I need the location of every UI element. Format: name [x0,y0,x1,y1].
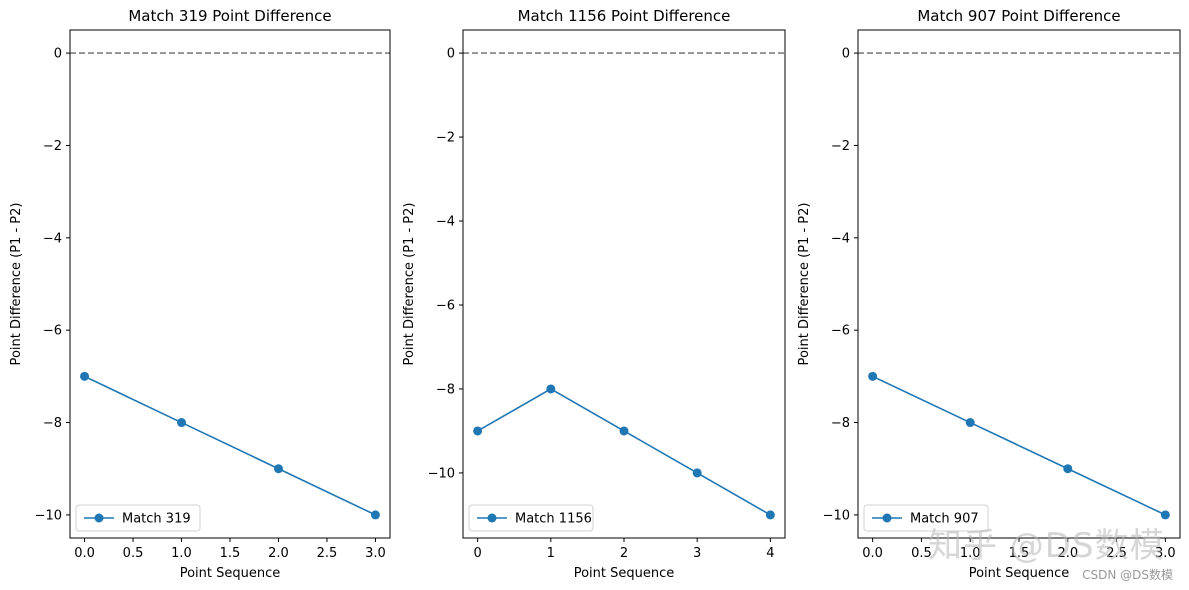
chart-panel-2: 0 −2 −4 −6 −8 −10 0 1 2 3 4 Match 1156 Point Differ… [402,7,786,581]
data-point [965,418,975,428]
y-axis-label: Point Difference (P1 - P2) [9,203,24,366]
x-tick-label: 0 [473,546,481,561]
data-point [619,426,629,436]
y-tick-label: −2 [43,139,62,154]
chart-title: Match 1156 Point Difference [518,7,731,25]
y-tick-label: −10 [428,466,455,481]
y-tick-label: −8 [43,416,62,431]
chart-title: Match 319 Point Difference [128,7,331,25]
y-tick-label: −2 [831,139,850,154]
chart-title: Match 907 Point Difference [917,7,1120,25]
legend-label: Match 319 [122,512,191,527]
x-tick-label: 3.0 [365,546,386,561]
y-tick-label: −4 [43,231,62,246]
x-tick-label: 0.5 [123,546,144,561]
chart-panel-1: 0 −2 −4 −6 −8 −10 0.0 0.5 1.0 1.5 2.0 2.5 3.0 Match 3… [9,7,391,581]
x-tick-label: 2.5 [317,546,338,561]
data-point [473,426,483,436]
legend-marker-swatch [94,513,104,523]
data-point [546,384,556,394]
data-point [370,510,380,520]
x-tick-label: 1.0 [171,546,192,561]
y-tick-label: −6 [43,324,62,339]
x-tick-label: 0.0 [862,546,883,561]
x-tick-label: 1.5 [220,546,241,561]
data-point [765,510,775,520]
y-tick-label: 0 [842,47,850,62]
legend-marker-swatch [882,513,892,523]
legend-label: Match 907 [910,512,979,527]
x-tick-label: 2.0 [268,546,289,561]
y-tick-label: −4 [831,231,850,246]
legend-label: Match 1156 [515,512,592,527]
chart-panel-3: 0 −2 −4 −6 −8 −10 0.0 0.5 1.0 1.5 2.0 2.5 3.0 Match 9… [797,7,1181,581]
y-tick-label: 0 [54,47,62,62]
plot-frame [857,29,1181,539]
legend: Match 1156 [468,504,594,532]
y-axis-label: Point Difference (P1 - P2) [797,203,812,366]
y-tick-label: −2 [436,131,455,146]
y-tick-label: −8 [831,416,850,431]
y-tick-label: −6 [831,324,850,339]
series-line [477,388,771,516]
legend: Match 907 [863,504,989,532]
y-tick-label: 0 [447,47,455,62]
legend-box [75,504,201,532]
x-tick-label: 1.0 [960,546,981,561]
y-tick-label: −10 [823,508,850,523]
x-tick-label: 0.0 [74,546,95,561]
x-tick-label: 1.5 [1009,546,1030,561]
x-tick-label: 0.5 [911,546,932,561]
data-point [868,371,878,381]
x-tick-label: 3 [693,546,701,561]
x-tick-label: 3.0 [1155,546,1176,561]
x-tick-label: 4 [766,546,774,561]
x-axis-label: Point Sequence [180,566,281,581]
y-tick-label: −4 [436,215,455,230]
plot-frame [69,29,391,539]
data-point [80,371,90,381]
legend-marker-swatch [487,513,497,523]
x-axis-label: Point Sequence [969,566,1070,581]
x-tick-label: 1 [547,546,555,561]
y-tick-label: −8 [436,382,455,397]
data-point [692,468,702,478]
y-tick-label: −6 [436,298,455,313]
legend-box [468,504,594,532]
legend: Match 319 [75,504,201,532]
legend-box [863,504,989,532]
x-tick-label: 2.5 [1106,546,1127,561]
x-tick-label: 2.0 [1057,546,1078,561]
watermark-small: CSDN @DS数模 [1082,568,1173,582]
data-point [177,418,187,428]
x-axis-label: Point Sequence [574,566,675,581]
data-point [1063,464,1073,474]
plot-frame [462,29,786,539]
x-tick-label: 2 [620,546,628,561]
series-line [872,375,1166,516]
data-point [273,464,283,474]
data-point [1160,510,1170,520]
watermark-large: 知乎 @DS数模 [928,526,1165,566]
series-line [84,375,376,516]
y-tick-label: −10 [35,508,62,523]
y-axis-label: Point Difference (P1 - P2) [402,203,417,366]
